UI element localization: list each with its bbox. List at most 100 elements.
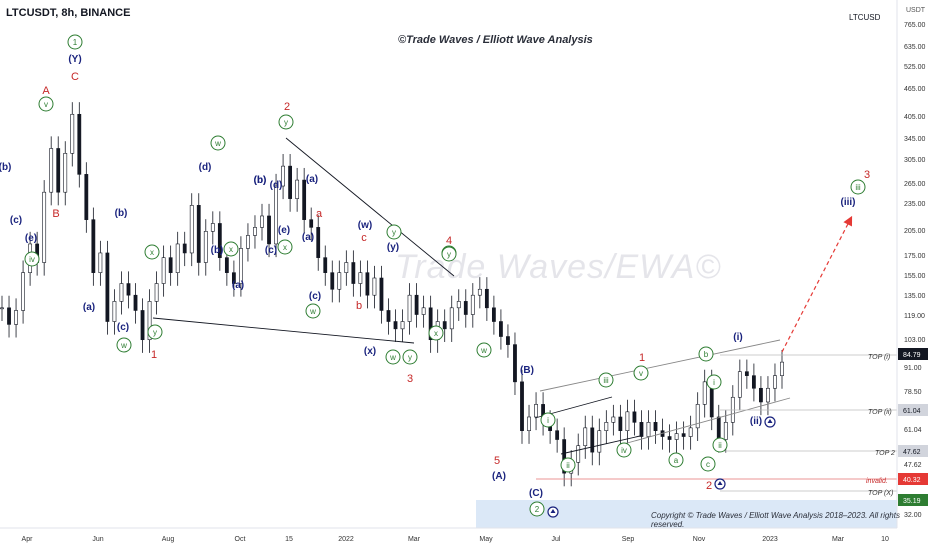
watermark-top: ©Trade Waves / Elliott Wave Analysis <box>398 34 593 46</box>
candle-body <box>520 381 524 431</box>
candle-body <box>470 294 475 315</box>
wave-circle <box>850 179 866 195</box>
projection-arrow <box>781 215 853 353</box>
wave-label-red: B <box>52 208 59 220</box>
trend-line <box>152 317 415 344</box>
wave-circle <box>386 224 402 240</box>
time-axis: Apr Jun Aug Oct 15 2022 Mar May Jul Sep Nov 2023 Mar… <box>0 527 897 543</box>
candle-body <box>351 262 356 284</box>
candle-body <box>42 191 47 263</box>
wave-label-blue: (a) <box>302 232 314 243</box>
candle-body <box>0 307 4 310</box>
wave-circle <box>598 372 614 388</box>
wave-label-green: w <box>389 353 396 362</box>
wave-label-blue: (b) <box>115 208 128 219</box>
candle-body <box>688 427 693 437</box>
candle-body <box>681 433 686 437</box>
time-tick: Jul <box>552 536 561 543</box>
wave-circle <box>305 303 321 319</box>
wave-circle <box>706 374 722 390</box>
up-arrow-icon <box>717 481 723 485</box>
price-tick: 135.00 <box>904 293 926 300</box>
candle-body <box>513 344 517 383</box>
candle-body <box>154 283 159 302</box>
candle-body <box>379 277 384 311</box>
wave-label-blue: (b) <box>0 162 11 173</box>
price-tick: 175.00 <box>904 253 926 260</box>
candle-body <box>674 433 679 440</box>
wave-circle <box>116 337 132 353</box>
candle-body <box>766 387 770 403</box>
wave-label-red: 4 <box>446 235 452 247</box>
time-tick: Mar <box>408 536 421 543</box>
wave-label-green: y <box>408 353 412 362</box>
wave-circle <box>38 96 54 112</box>
candle-body <box>442 321 447 330</box>
candle-body <box>576 445 581 463</box>
level-label: TOP (i) <box>868 354 890 361</box>
wave-label-red: 1 <box>151 349 157 361</box>
time-tick: Oct <box>235 536 246 543</box>
candle-body <box>484 288 489 309</box>
price-axis-currency: USDT <box>906 7 926 14</box>
wave-label-green: x <box>434 329 438 338</box>
trend-line <box>619 397 791 446</box>
price-tick: 405.00 <box>904 114 926 121</box>
price-tag: 61.04 <box>903 408 921 415</box>
wave-label-green: iii <box>603 376 609 385</box>
wave-label-green: w <box>120 341 127 350</box>
candle-body <box>604 422 609 431</box>
wave-label-red: 2 <box>706 480 712 492</box>
wave-circle <box>67 34 83 50</box>
candle-body <box>625 411 630 431</box>
level-label: TOP 2 <box>875 450 895 457</box>
price-tick: 465.00 <box>904 86 926 93</box>
wave-label-green: 1 <box>73 38 78 47</box>
candle-body <box>63 153 68 193</box>
price-tag-bg <box>898 473 928 485</box>
wave-label-red: 1 <box>639 352 645 364</box>
candle-body <box>491 307 496 322</box>
wave-label-red: 3 <box>864 169 870 181</box>
candle-body <box>723 422 728 440</box>
wave-label-blue: (c) <box>117 322 129 333</box>
wave-label-green: y <box>284 118 288 127</box>
candle-body <box>98 252 103 273</box>
candle-body <box>344 262 349 273</box>
candle-body <box>555 430 560 440</box>
wave-label-green: w <box>214 139 221 148</box>
price-tag: 40.32 <box>903 477 921 484</box>
candle-body <box>639 422 644 437</box>
wave-circle <box>223 241 239 257</box>
wave-circle <box>277 239 293 255</box>
wave-label-green: iii <box>855 183 861 192</box>
wave-label-blue: (b) <box>211 245 224 256</box>
wave-label-green: y <box>392 228 396 237</box>
price-tick: 47.62 <box>904 462 922 469</box>
wave-label-green: iv <box>29 255 35 264</box>
candle-body <box>463 301 468 315</box>
candle-body <box>316 227 321 258</box>
price-tick: 235.00 <box>904 201 926 208</box>
candle-body <box>646 422 651 437</box>
wave-label-green: w <box>309 307 316 316</box>
candle-body <box>84 174 89 220</box>
wave-circle <box>24 251 40 267</box>
wave-label-red: 2 <box>284 101 290 113</box>
wave-circle <box>633 365 649 381</box>
candle-body <box>506 336 510 345</box>
price-tick: 265.00 <box>904 181 926 188</box>
wave-label-blue: (d) <box>199 162 212 173</box>
candle-body <box>695 404 700 429</box>
price-tick: 32.00 <box>904 512 922 519</box>
wave-label-blue: (i) <box>733 332 742 343</box>
symbol-code: LTCUSD <box>849 13 881 22</box>
time-tick: Nov <box>693 536 706 543</box>
candle-body <box>274 185 278 245</box>
wave-label-red: c <box>361 232 367 244</box>
wave-label-blue: (x) <box>364 346 376 357</box>
wave-labels-layer: (Y)(b)(e)(c)(a)(c)(b)(a)(d)(b)(b)(d)(e)(… <box>0 34 870 518</box>
wave-circle <box>278 114 294 130</box>
wave-label-blue: (a) <box>83 302 95 313</box>
